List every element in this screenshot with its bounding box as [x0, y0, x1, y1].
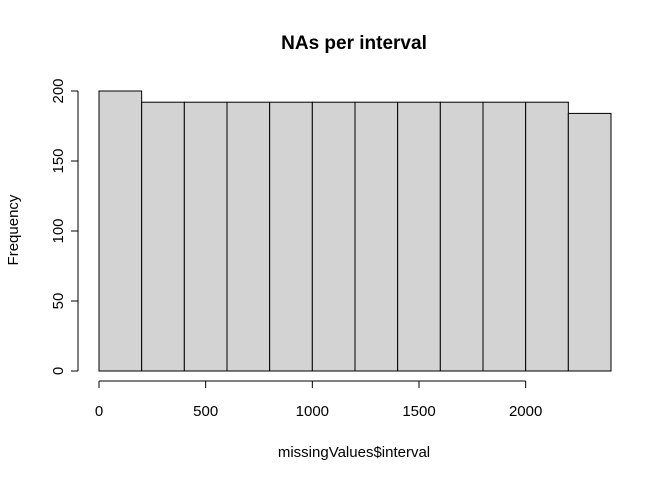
histogram-bar [226, 101, 271, 372]
histogram-bar [269, 101, 313, 372]
y-tick-label: 0 [50, 367, 67, 375]
y-tick-label: 100 [50, 218, 67, 243]
bars-group [98, 90, 612, 372]
y-axis-label: Frequency [5, 194, 22, 265]
histogram-bar [567, 112, 612, 372]
histogram-bar [311, 101, 356, 372]
histogram-bar [354, 101, 399, 372]
histogram-bar [98, 90, 143, 372]
y-tick-label: 200 [50, 78, 67, 103]
histogram-bar [183, 101, 228, 372]
histogram-bar [439, 101, 484, 372]
x-tick-label: 0 [95, 403, 103, 420]
x-tick-label: 2000 [509, 403, 542, 420]
chart-title: NAs per interval [281, 33, 427, 54]
x-tick-label: 500 [193, 403, 218, 420]
y-axis: 0 50 100 150 200 [50, 78, 79, 375]
x-axis-label: missingValues$interval [278, 444, 430, 461]
histogram-bar [482, 101, 527, 372]
y-tick-label: 50 [50, 293, 67, 310]
histogram-bar [525, 101, 569, 372]
histogram-bar [141, 101, 185, 372]
histogram-bar [397, 101, 441, 372]
y-tick-label: 150 [50, 148, 67, 173]
x-tick-label: 1000 [296, 403, 329, 420]
x-tick-label: 1500 [402, 403, 435, 420]
x-axis: 0 500 1000 1500 2000 [95, 380, 542, 420]
